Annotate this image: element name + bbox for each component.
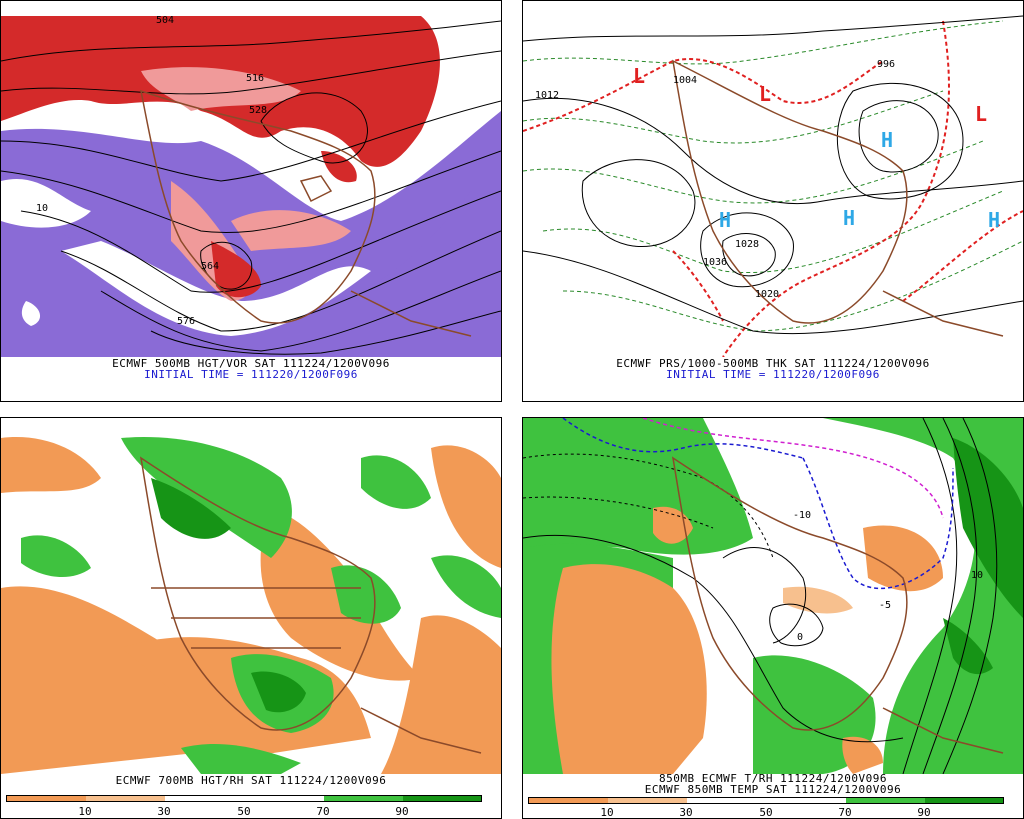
low-center-1: L [633,64,645,88]
scale-tick-90: 90 [917,806,931,819]
high-center-1: H [881,128,893,152]
panel-850mb-t-rh: -10 0 -5 10 850MB ECMWF T/RH 111224/1200… [522,417,1024,819]
scale-tick-50: 50 [759,806,773,819]
scale-tick-30: 30 [157,805,171,818]
high-center-3: H [843,206,855,230]
low-center-2: L [759,82,771,106]
high-center-4: H [988,208,1000,232]
scale-tick-30: 30 [679,806,693,819]
temp-label-10: 10 [971,570,983,581]
map-prs-thk: 1012 1004 996 1028 1036 1020 L L L H H H… [523,1,1023,357]
isobar-label-1004: 1004 [673,75,697,86]
caption-500mb: ECMWF 500MB HGT/VOR SAT 111224/1200V096 [112,357,390,370]
temp-label--5: -5 [879,600,891,611]
panel-700mb-hgt-rh: ECMWF 700MB HGT/RH SAT 111224/1200V096 1… [0,417,502,819]
scale-tick-10: 10 [600,806,614,819]
high-center-2: H [719,208,731,232]
map-850mb: -10 0 -5 10 [523,418,1023,774]
rh-color-scale-700mb [6,795,482,802]
low-center-3: L [975,102,987,126]
isobar-label-1036: 1036 [703,257,727,268]
contour-label-504: 504 [156,15,174,26]
isobar-label-1012: 1012 [535,90,559,101]
scale-tick-70: 70 [316,805,330,818]
rh-color-scale-850mb [528,797,1004,804]
caption-850mb-line2: ECMWF 850MB TEMP SAT 111224/1200V096 [644,783,902,796]
scale-tick-70: 70 [838,806,852,819]
temp-label--10: -10 [793,510,811,521]
scale-tick-10: 10 [78,805,92,818]
isobar-label-1020: 1020 [755,289,779,300]
contour-label-576: 576 [177,316,195,327]
panel-500mb-hgt-vor: 504 516 528 10 564 576 ECMWF 500MB HGT/V… [0,0,502,402]
initial-time-500mb: INITIAL TIME = 111220/1200F096 [144,368,358,381]
contour-label-528: 528 [249,105,267,116]
initial-time-prs-thk: INITIAL TIME = 111220/1200F096 [666,368,880,381]
isobar-label-996: 996 [877,59,895,70]
contour-label-516: 516 [246,73,264,84]
caption-850mb-line1: 850MB ECMWF T/RH 111224/1200V096 [659,772,887,785]
isobar-label-1028: 1028 [735,239,759,250]
panel-prs-thk: 1012 1004 996 1028 1036 1020 L L L H H H… [522,0,1024,402]
contour-label-10: 10 [36,203,48,214]
contour-label-564: 564 [201,261,219,272]
scale-tick-50: 50 [237,805,251,818]
caption-700mb: ECMWF 700MB HGT/RH SAT 111224/1200V096 [115,774,387,787]
map-500mb: 504 516 528 10 564 576 [1,1,501,357]
temp-label-0: 0 [797,632,803,643]
scale-tick-90: 90 [395,805,409,818]
caption-prs-thk: ECMWF PRS/1000-500MB THK SAT 111224/1200… [616,357,930,370]
map-700mb [1,418,501,774]
